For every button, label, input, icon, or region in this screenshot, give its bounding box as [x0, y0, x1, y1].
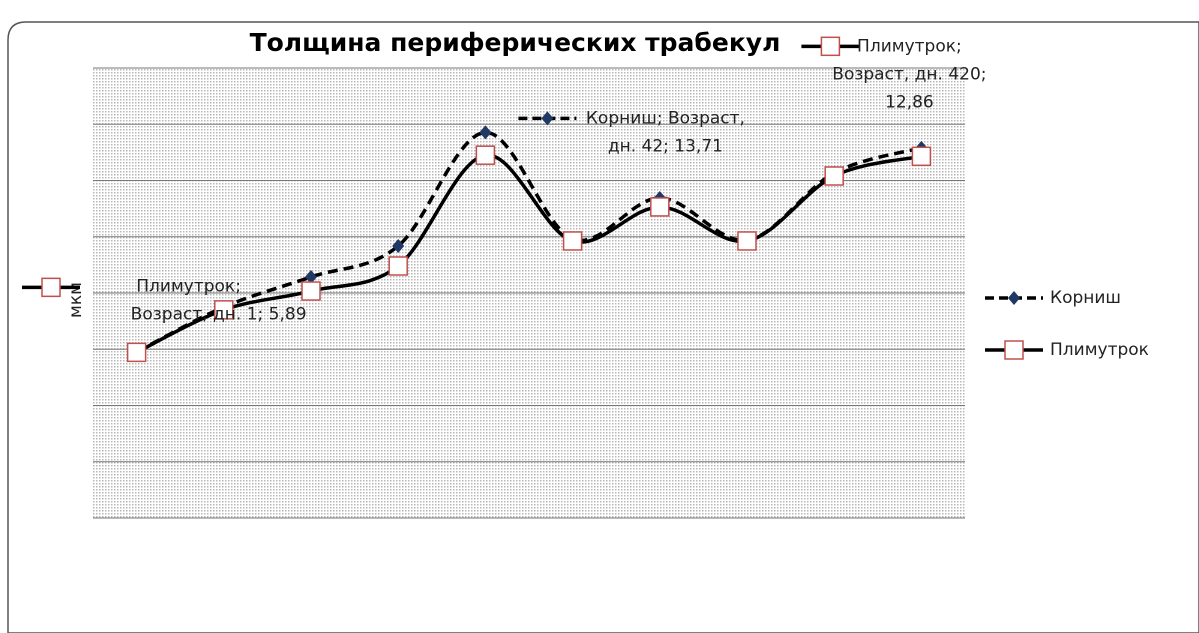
legend-key-marker [541, 111, 554, 126]
legend-key-marker [41, 277, 61, 298]
series-line [135, 153, 922, 354]
data-point [824, 166, 844, 186]
data-point [214, 300, 234, 320]
legend-key-marker [820, 36, 841, 57]
data-point [305, 269, 317, 284]
data-point [388, 256, 408, 276]
data-point [737, 231, 757, 251]
data-point [562, 231, 583, 251]
legend-label: Корниш [1050, 288, 1121, 308]
data-label: Возраст, дн. 1; 5,89 [131, 304, 307, 324]
chart-title: Толщина периферических трабекул [250, 28, 781, 57]
legend-key-marker [1004, 340, 1024, 360]
legend-label: Плимутрок [1050, 340, 1149, 360]
data-label: Корниш; Возраст, [586, 108, 745, 128]
data-point [911, 146, 932, 167]
y-axis-label: мкм [66, 282, 86, 318]
data-label: Возраст, дн. 420; [832, 64, 986, 84]
data-point [475, 145, 496, 165]
data-point [126, 342, 147, 363]
data-point [392, 239, 405, 254]
series-line [135, 130, 922, 354]
chart-border [7, 21, 1199, 633]
legend-key-marker [1008, 291, 1020, 305]
data-point [650, 197, 670, 217]
data-label: Плимутрок; [857, 36, 962, 56]
data-point [301, 281, 321, 301]
data-label: 12,86 [885, 92, 934, 112]
data-label: Плимутрок; [136, 276, 241, 296]
data-point [479, 125, 492, 140]
data-label: дн. 42; 13,71 [608, 136, 723, 156]
